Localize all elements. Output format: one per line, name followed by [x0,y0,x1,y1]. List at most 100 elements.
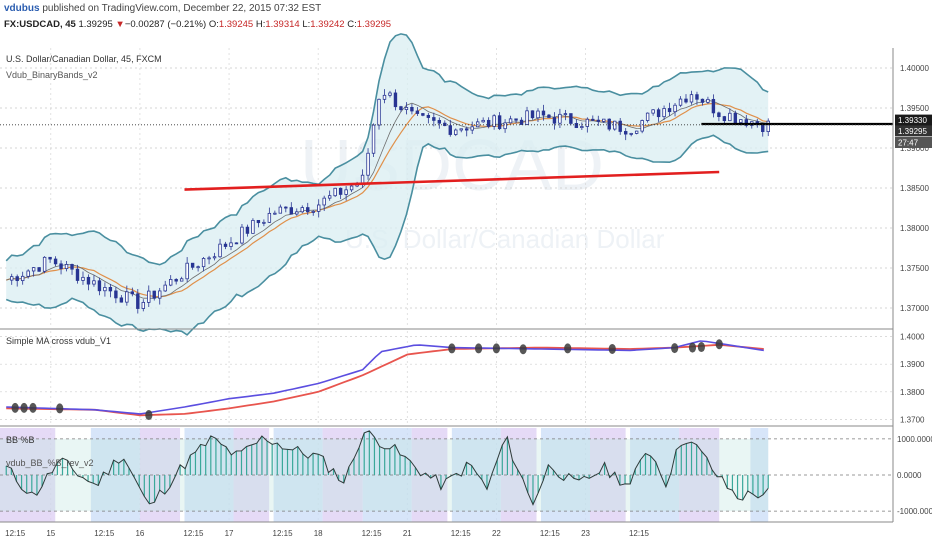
candle [443,122,447,127]
bb-tick-label: -1000.0000 [897,507,932,516]
candle [519,119,524,125]
price-tick-label: 1.38000 [900,224,929,233]
candle [585,118,590,127]
candle [130,291,135,295]
candle [541,110,546,116]
candle [136,293,140,309]
candle [234,242,239,245]
candle [86,276,91,285]
candle [366,152,370,176]
upper-band [5,33,769,266]
candle [108,287,113,292]
candle [580,126,584,129]
price-badge [895,137,932,148]
candle [322,197,326,206]
price-tick-label: 1.37000 [900,304,929,313]
cross-marker [20,402,28,413]
candle [530,110,535,119]
candle [459,128,463,131]
candle [26,270,30,277]
candle [497,115,502,130]
candle [42,256,47,272]
candle [295,211,299,215]
candle [207,257,211,260]
candle [623,131,628,135]
candle [613,120,617,130]
candle [327,195,332,199]
ma-tick-label: 1.3800 [900,388,925,397]
candle [722,116,727,122]
candle [311,211,315,213]
candle [558,113,562,124]
candle [349,185,354,191]
ma-pane-title: Simple MA cross vdub_V1 [6,336,111,346]
cross-marker [697,342,705,353]
open-label: O: [208,19,219,30]
candle [185,262,189,280]
percent-b-line [5,430,769,506]
time-tick-label: 12:15 [451,529,472,538]
candle [426,114,431,118]
ma-cross-pane[interactable] [0,336,893,421]
time-tick-label: 16 [135,529,144,538]
candle [629,132,633,135]
candle [399,106,403,111]
candle [393,92,398,108]
time-tick-label: 21 [403,529,412,538]
candle [229,242,233,247]
candle [700,98,705,103]
candle [404,106,409,111]
candle [563,113,568,115]
candle [59,263,63,270]
time-tick-label: 12:15 [540,529,561,538]
candle [717,112,721,117]
slow-ma-line [6,343,764,417]
candle [634,130,639,134]
main-indicator-label: Vdub_BinaryBands_v2 [6,70,98,80]
candle [201,258,206,268]
candle [514,118,518,121]
price-badge [895,114,932,126]
bb-indicator-label: vdub_BB_%B_rev_v2 [6,458,94,468]
candle [486,119,491,127]
candle [656,109,661,118]
candle [338,187,343,195]
candle [70,264,74,270]
candle [152,290,156,299]
candle [273,212,277,215]
candle [306,207,310,213]
candle [196,266,200,269]
candle [114,290,118,299]
bb-tick-label: 0.0000 [897,471,922,480]
cross-marker [492,343,501,354]
symbol-label[interactable]: FX:USDCAD, 45 [4,19,76,30]
candle [733,112,738,123]
candle [53,258,58,265]
signal-zone [0,428,56,522]
candle [547,114,551,118]
low-value: 1.39242 [310,19,345,30]
bb-percent-pane[interactable] [0,428,893,522]
candle [92,280,96,285]
cross-marker [29,402,37,413]
bb-tick-label: 1000.0000 [897,435,932,444]
publish-header: vdubus published on TradingView.com, Dec… [4,3,321,14]
price-badge [895,125,932,137]
time-tick-label: 12:15 [629,529,650,538]
cross-marker [519,344,527,355]
cross-marker [564,343,572,354]
candle [103,287,107,292]
candle [382,94,387,100]
cross-marker [448,343,456,354]
time-tick-label: 22 [492,529,501,538]
candle [766,120,770,132]
time-tick-label: 15 [46,529,55,538]
candle [371,124,376,154]
candle [602,118,606,122]
candle [711,98,716,114]
time-tick-label: 12:15 [94,529,115,538]
price-badge-label: 1.39330 [898,116,927,125]
author-link[interactable]: vdubus [4,3,40,14]
cross-marker [688,342,697,353]
